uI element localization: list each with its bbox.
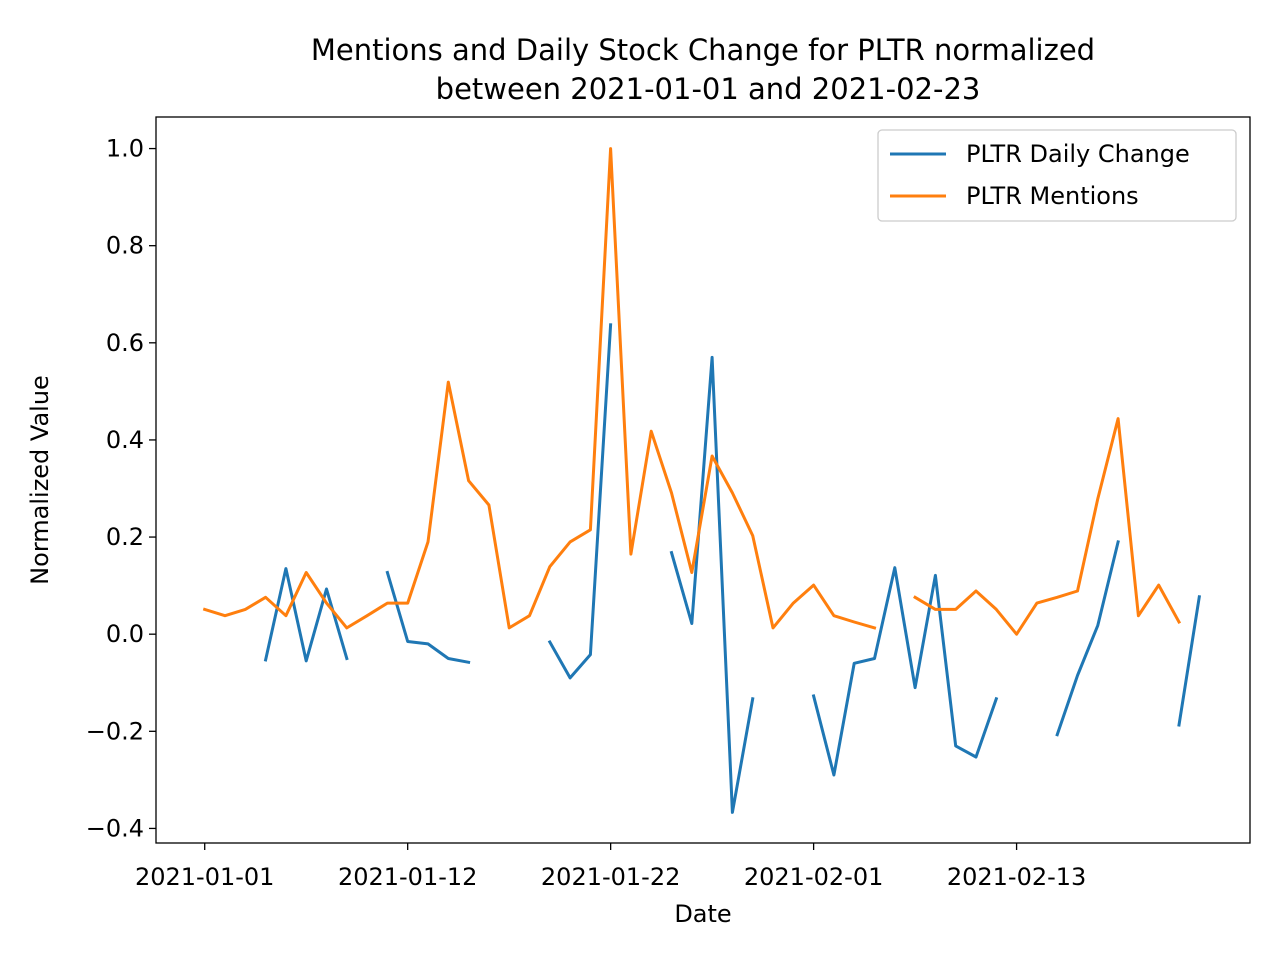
- legend-label-daily-change: PLTR Daily Change: [966, 140, 1190, 168]
- series-line-segment: [669, 355, 755, 814]
- series-line-segment: [385, 570, 471, 665]
- series-line-segment: [547, 323, 613, 680]
- series-line-segment: [1177, 595, 1202, 727]
- y-tick-label: 1.0: [106, 135, 144, 163]
- chart-title-line-1: Mentions and Daily Stock Change for PLTR…: [311, 33, 1095, 67]
- y-axis: −0.4 −0.2 0.0 0.2 0.4 0.6 0.8 1.0: [86, 135, 156, 842]
- series-daily-change: [263, 323, 1202, 814]
- x-axis: 2021-01-01 2021-01-12 2021-01-22 2021-02-01…: [135, 843, 1086, 891]
- x-axis-label: Date: [674, 900, 731, 928]
- legend: PLTR Daily Change PLTR Mentions: [877, 129, 1237, 222]
- y-tick-label: −0.4: [86, 814, 144, 842]
- y-tick-label: 0.0: [106, 620, 144, 648]
- plot-lines: [202, 147, 1202, 814]
- y-tick-label: 0.8: [106, 232, 144, 260]
- series-line-segment: [1055, 540, 1120, 737]
- x-tick-label: 2021-02-13: [947, 863, 1086, 891]
- series-line-segment: [811, 566, 999, 777]
- x-tick-label: 2021-01-12: [338, 863, 477, 891]
- y-tick-label: 0.6: [106, 329, 144, 357]
- plot-area-frame: [155, 116, 1251, 844]
- series-line-segment: [913, 417, 1182, 636]
- chart-title-line-2: between 2021-01-01 and 2021-02-23: [436, 72, 981, 106]
- y-tick-label: 0.4: [106, 426, 144, 454]
- legend-label-mentions: PLTR Mentions: [966, 182, 1139, 210]
- x-tick-label: 2021-02-01: [744, 863, 883, 891]
- legend-frame: [877, 129, 1237, 222]
- series-line-segment: [202, 147, 877, 630]
- y-axis-label: Normalized Value: [26, 375, 54, 585]
- x-tick-label: 2021-01-01: [135, 863, 274, 891]
- y-tick-label: 0.2: [106, 523, 144, 551]
- series-mentions: [202, 147, 1182, 636]
- y-tick-label: −0.2: [86, 717, 144, 745]
- x-tick-label: 2021-01-22: [541, 863, 680, 891]
